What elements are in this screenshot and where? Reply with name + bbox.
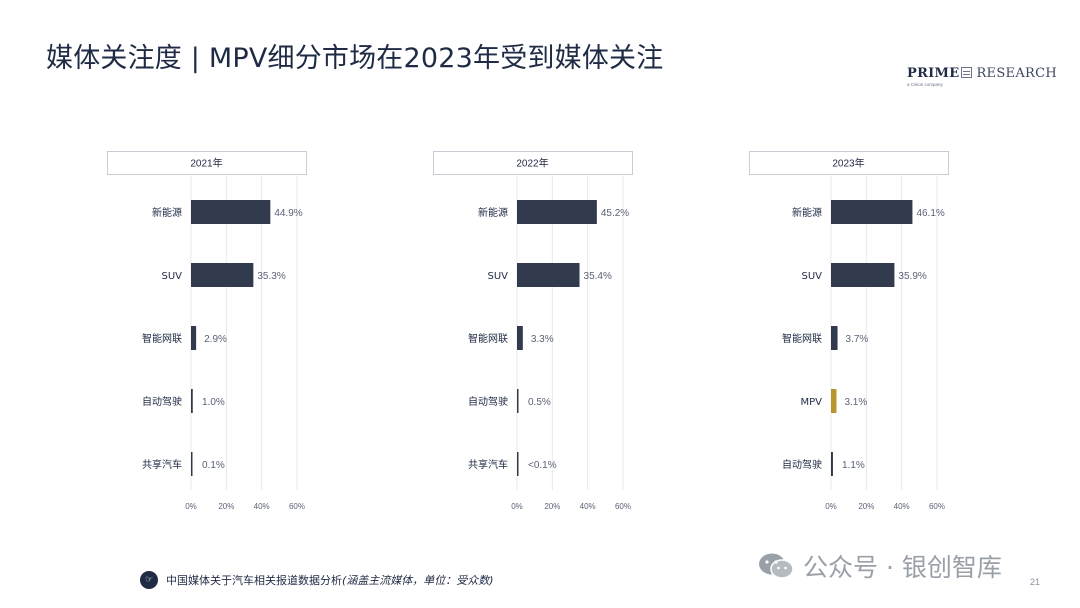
x-tick-label: 20% — [544, 502, 560, 511]
chart-title: 2021年 — [190, 157, 222, 170]
x-tick-label: 0% — [511, 502, 523, 511]
value-label: 3.3% — [531, 334, 554, 345]
prime-research-logo: PRIME RESEARCH a Cision company — [907, 66, 1057, 92]
watermark: 公众号 · 银创智库 — [757, 548, 1002, 584]
logo-subtitle: a Cision company — [907, 82, 943, 87]
bar — [517, 389, 519, 413]
value-label: 2.9% — [204, 334, 227, 345]
footer-note: ☞ 中国媒体关于汽车相关报道数据分析 (涵盖主流媒体，单位：受众数) — [140, 571, 494, 589]
logo-prime-text: PRIME — [907, 66, 960, 81]
bar — [831, 452, 833, 476]
bar — [517, 200, 597, 224]
page-number: 21 — [1030, 577, 1041, 587]
x-tick-label: 60% — [929, 502, 945, 511]
bar — [831, 200, 913, 224]
bar — [191, 389, 193, 413]
x-tick-label: 20% — [218, 502, 234, 511]
footer-italic-note: (涵盖主流媒体，单位：受众数) — [342, 574, 494, 587]
category-label: 新能源 — [152, 206, 182, 219]
chart-title-box — [433, 151, 633, 175]
x-tick-label: 40% — [580, 502, 596, 511]
value-label: 1.0% — [202, 397, 225, 408]
category-label: SUV — [161, 271, 182, 282]
x-tick-label: 60% — [289, 502, 305, 511]
category-label: 新能源 — [792, 206, 822, 219]
value-label: 35.9% — [898, 271, 926, 282]
value-label: 44.9% — [274, 208, 302, 219]
bar — [191, 200, 271, 224]
value-label: 3.7% — [846, 334, 869, 345]
category-label: MPV — [801, 397, 823, 408]
wechat-icon — [759, 553, 794, 579]
category-label: 自动驾驶 — [782, 458, 822, 471]
value-label: 0.1% — [202, 460, 225, 471]
bar — [517, 263, 580, 287]
bar — [831, 389, 837, 413]
x-tick-label: 40% — [254, 502, 270, 511]
x-tick-label: 40% — [894, 502, 910, 511]
category-label: 共享汽车 — [468, 458, 508, 471]
bar — [191, 326, 197, 350]
category-label: 新能源 — [478, 206, 508, 219]
bar — [191, 263, 254, 287]
value-label: <0.1% — [528, 460, 557, 471]
chart-title: 2022年 — [516, 157, 548, 170]
page-title: 媒体关注度 | MPV细分市场在2023年受到媒体关注 — [46, 43, 664, 74]
value-label: 1.1% — [842, 460, 865, 471]
value-label: 45.2% — [601, 208, 629, 219]
value-label: 35.4% — [584, 271, 612, 282]
category-label: 智能网联 — [468, 332, 508, 345]
value-label: 35.3% — [257, 271, 285, 282]
category-label: 共享汽车 — [142, 458, 182, 471]
pointing-hand-icon: ☞ — [140, 571, 158, 589]
x-tick-label: 0% — [825, 502, 837, 511]
category-label: SUV — [801, 271, 822, 282]
value-label: 3.1% — [844, 397, 867, 408]
value-label: 46.1% — [916, 208, 944, 219]
logo-book-icon — [961, 67, 973, 78]
footer-text: 中国媒体关于汽车相关报道数据分析 — [166, 574, 342, 587]
category-label: SUV — [487, 271, 508, 282]
category-label: 智能网联 — [782, 332, 822, 345]
value-label: 0.5% — [528, 397, 551, 408]
x-tick-label: 20% — [858, 502, 874, 511]
category-label: 自动驾驶 — [468, 395, 508, 408]
watermark-text: 公众号 · 银创智库 — [803, 553, 1002, 582]
bar — [517, 452, 519, 476]
bar — [831, 326, 838, 350]
category-label: 智能网联 — [142, 332, 182, 345]
chart-title-box — [107, 151, 307, 175]
x-tick-label: 0% — [185, 502, 197, 511]
bar — [517, 326, 523, 350]
bar — [191, 452, 193, 476]
x-tick-label: 60% — [615, 502, 631, 511]
chart-title: 2023年 — [832, 157, 864, 170]
bar — [831, 263, 895, 287]
category-label: 自动驾驶 — [142, 395, 182, 408]
chart-title-box — [749, 151, 949, 175]
logo-research-text: RESEARCH — [976, 66, 1058, 81]
